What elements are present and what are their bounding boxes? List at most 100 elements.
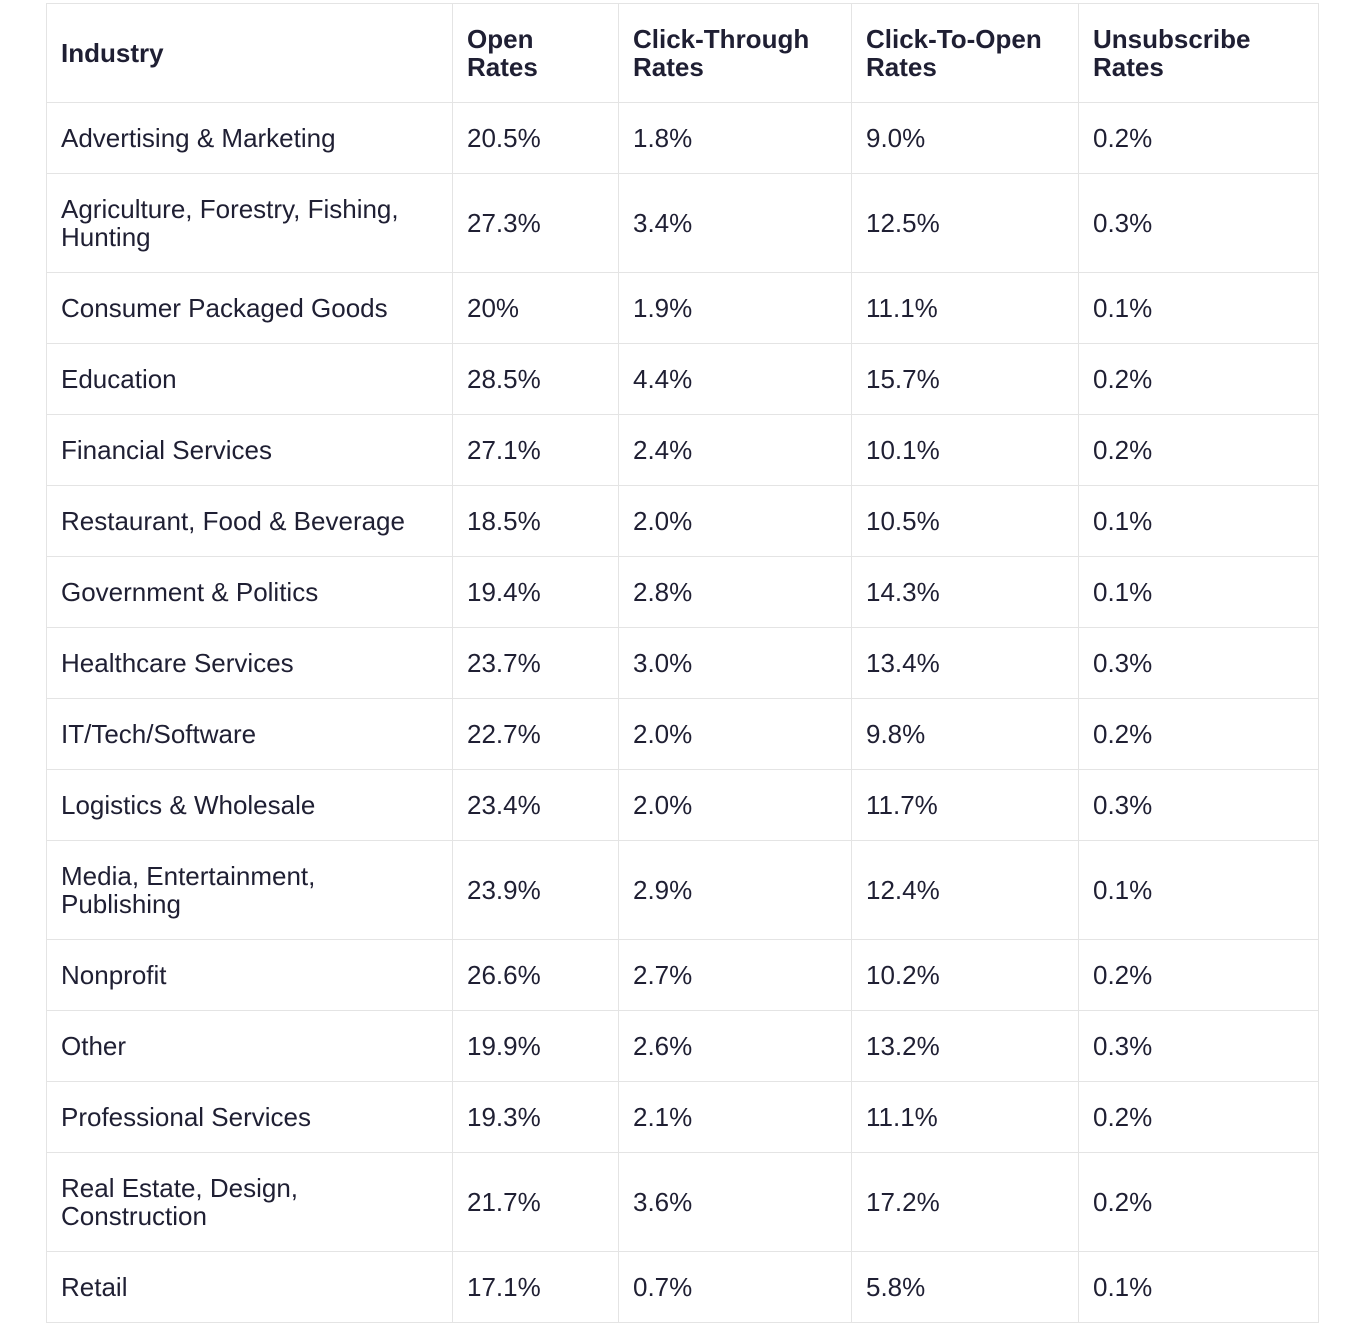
table-row: Logistics & Wholesale 23.4% 2.0% 11.7% 0.3% xyxy=(46,769,1319,841)
rate-cell: 0.1% xyxy=(1078,556,1319,628)
industry-cell: Consumer Packaged Goods xyxy=(46,272,453,344)
rate-cell: 0.2% xyxy=(1078,1152,1319,1252)
industry-cell: Media, Entertainment, Publishing xyxy=(46,840,453,940)
table-row: Other 19.9% 2.6% 13.2% 0.3% xyxy=(46,1010,1319,1082)
header-cell: Industry xyxy=(46,3,453,103)
rate-cell: 10.5% xyxy=(851,485,1079,557)
rate-cell: 5.8% xyxy=(851,1251,1079,1323)
rate-cell: 0.2% xyxy=(1078,414,1319,486)
rate-cell: 0.2% xyxy=(1078,343,1319,415)
header-cell: Unsubscribe Rates xyxy=(1078,3,1319,103)
header-text: Click-To-Open Rates xyxy=(866,24,1042,82)
rate-cell: 11.1% xyxy=(851,1081,1079,1153)
rate-cell: 11.7% xyxy=(851,769,1079,841)
rate-cell: 0.3% xyxy=(1078,1010,1319,1082)
table-row: Agriculture, Forestry, Fishing, Hunting 2… xyxy=(46,173,1319,273)
rate-cell: 3.6% xyxy=(618,1152,852,1252)
rate-cell: 0.3% xyxy=(1078,627,1319,699)
rate-cell: 12.4% xyxy=(851,840,1079,940)
industry-cell: Government & Politics xyxy=(46,556,453,628)
rate-cell: 2.4% xyxy=(618,414,852,486)
rate-cell: 10.1% xyxy=(851,414,1079,486)
header-cell: Open Rates xyxy=(452,3,619,103)
industry-cell: Real Estate, Design, Construction xyxy=(46,1152,453,1252)
rate-cell: 0.3% xyxy=(1078,173,1319,273)
rate-cell: 12.5% xyxy=(851,173,1079,273)
rate-cell: 2.0% xyxy=(618,769,852,841)
table-row: Education 28.5% 4.4% 15.7% 0.2% xyxy=(46,343,1319,415)
industry-cell: Retail xyxy=(46,1251,453,1323)
rate-cell: 15.7% xyxy=(851,343,1079,415)
industry-cell: Advertising & Marketing xyxy=(46,102,453,174)
rate-cell: 27.1% xyxy=(452,414,619,486)
rate-cell: 23.9% xyxy=(452,840,619,940)
table-row: Advertising & Marketing 20.5% 1.8% 9.0% 0.2% xyxy=(46,102,1319,174)
header-text: Click-Through Rates xyxy=(633,24,810,82)
header-text: Industry xyxy=(61,38,164,68)
rate-cell: 9.0% xyxy=(851,102,1079,174)
rate-cell: 28.5% xyxy=(452,343,619,415)
header-text: Open Rates xyxy=(467,24,538,82)
table-row: Nonprofit 26.6% 2.7% 10.2% 0.2% xyxy=(46,939,1319,1011)
industry-cell: Nonprofit xyxy=(46,939,453,1011)
rate-cell: 20% xyxy=(452,272,619,344)
rate-cell: 27.3% xyxy=(452,173,619,273)
table-row: Professional Services 19.3% 2.1% 11.1% 0.2% xyxy=(46,1081,1319,1153)
rate-cell: 13.2% xyxy=(851,1010,1079,1082)
rate-cell: 2.7% xyxy=(618,939,852,1011)
rate-cell: 0.1% xyxy=(1078,840,1319,940)
table-row: Government & Politics 19.4% 2.8% 14.3% 0.1% xyxy=(46,556,1319,628)
table-container: Industry Open Rates Click-Through Rates Cli… xyxy=(46,3,1319,1323)
rate-cell: 23.7% xyxy=(452,627,619,699)
table-row: Restaurant, Food & Beverage 18.5% 2.0% 10.5… xyxy=(46,485,1319,557)
rate-cell: 22.7% xyxy=(452,698,619,770)
rate-cell: 0.2% xyxy=(1078,1081,1319,1153)
rate-cell: 17.1% xyxy=(452,1251,619,1323)
rate-cell: 2.0% xyxy=(618,485,852,557)
industry-cell: Agriculture, Forestry, Fishing, Hunting xyxy=(46,173,453,273)
table-row: Healthcare Services 23.7% 3.0% 13.4% 0.3% xyxy=(46,627,1319,699)
rate-cell: 0.7% xyxy=(618,1251,852,1323)
benchmark-table: Industry Open Rates Click-Through Rates Cli… xyxy=(46,3,1319,1323)
industry-cell: Professional Services xyxy=(46,1081,453,1153)
rate-cell: 0.1% xyxy=(1078,485,1319,557)
header-row: Industry Open Rates Click-Through Rates Cli… xyxy=(46,3,1319,103)
rate-cell: 20.5% xyxy=(452,102,619,174)
table-body: Advertising & Marketing 20.5% 1.8% 9.0% 0.2%… xyxy=(46,102,1319,1323)
table-row: Retail 17.1% 0.7% 5.8% 0.1% xyxy=(46,1251,1319,1323)
rate-cell: 2.0% xyxy=(618,698,852,770)
industry-cell: Healthcare Services xyxy=(46,627,453,699)
rate-cell: 21.7% xyxy=(452,1152,619,1252)
industry-cell: Education xyxy=(46,343,453,415)
rate-cell: 4.4% xyxy=(618,343,852,415)
rate-cell: 19.9% xyxy=(452,1010,619,1082)
industry-cell: Logistics & Wholesale xyxy=(46,769,453,841)
rate-cell: 1.8% xyxy=(618,102,852,174)
rate-cell: 0.2% xyxy=(1078,698,1319,770)
rate-cell: 17.2% xyxy=(851,1152,1079,1252)
rate-cell: 19.3% xyxy=(452,1081,619,1153)
table-row: IT/Tech/Software 22.7% 2.0% 9.8% 0.2% xyxy=(46,698,1319,770)
industry-cell: Restaurant, Food & Beverage xyxy=(46,485,453,557)
rate-cell: 18.5% xyxy=(452,485,619,557)
rate-cell: 2.9% xyxy=(618,840,852,940)
rate-cell: 9.8% xyxy=(851,698,1079,770)
industry-cell: Other xyxy=(46,1010,453,1082)
rate-cell: 1.9% xyxy=(618,272,852,344)
rate-cell: 11.1% xyxy=(851,272,1079,344)
rate-cell: 3.0% xyxy=(618,627,852,699)
rate-cell: 3.4% xyxy=(618,173,852,273)
rate-cell: 19.4% xyxy=(452,556,619,628)
rate-cell: 0.1% xyxy=(1078,1251,1319,1323)
table-row: Real Estate, Design, Construction 21.7% 3.… xyxy=(46,1152,1319,1252)
table-row: Financial Services 27.1% 2.4% 10.1% 0.2% xyxy=(46,414,1319,486)
header-text: Unsubscribe Rates xyxy=(1093,24,1251,82)
rate-cell: 13.4% xyxy=(851,627,1079,699)
header-cell: Click-To-Open Rates xyxy=(851,3,1079,103)
rate-cell: 2.8% xyxy=(618,556,852,628)
industry-cell: IT/Tech/Software xyxy=(46,698,453,770)
rate-cell: 14.3% xyxy=(851,556,1079,628)
table-row: Consumer Packaged Goods 20% 1.9% 11.1% 0.1% xyxy=(46,272,1319,344)
industry-cell: Financial Services xyxy=(46,414,453,486)
